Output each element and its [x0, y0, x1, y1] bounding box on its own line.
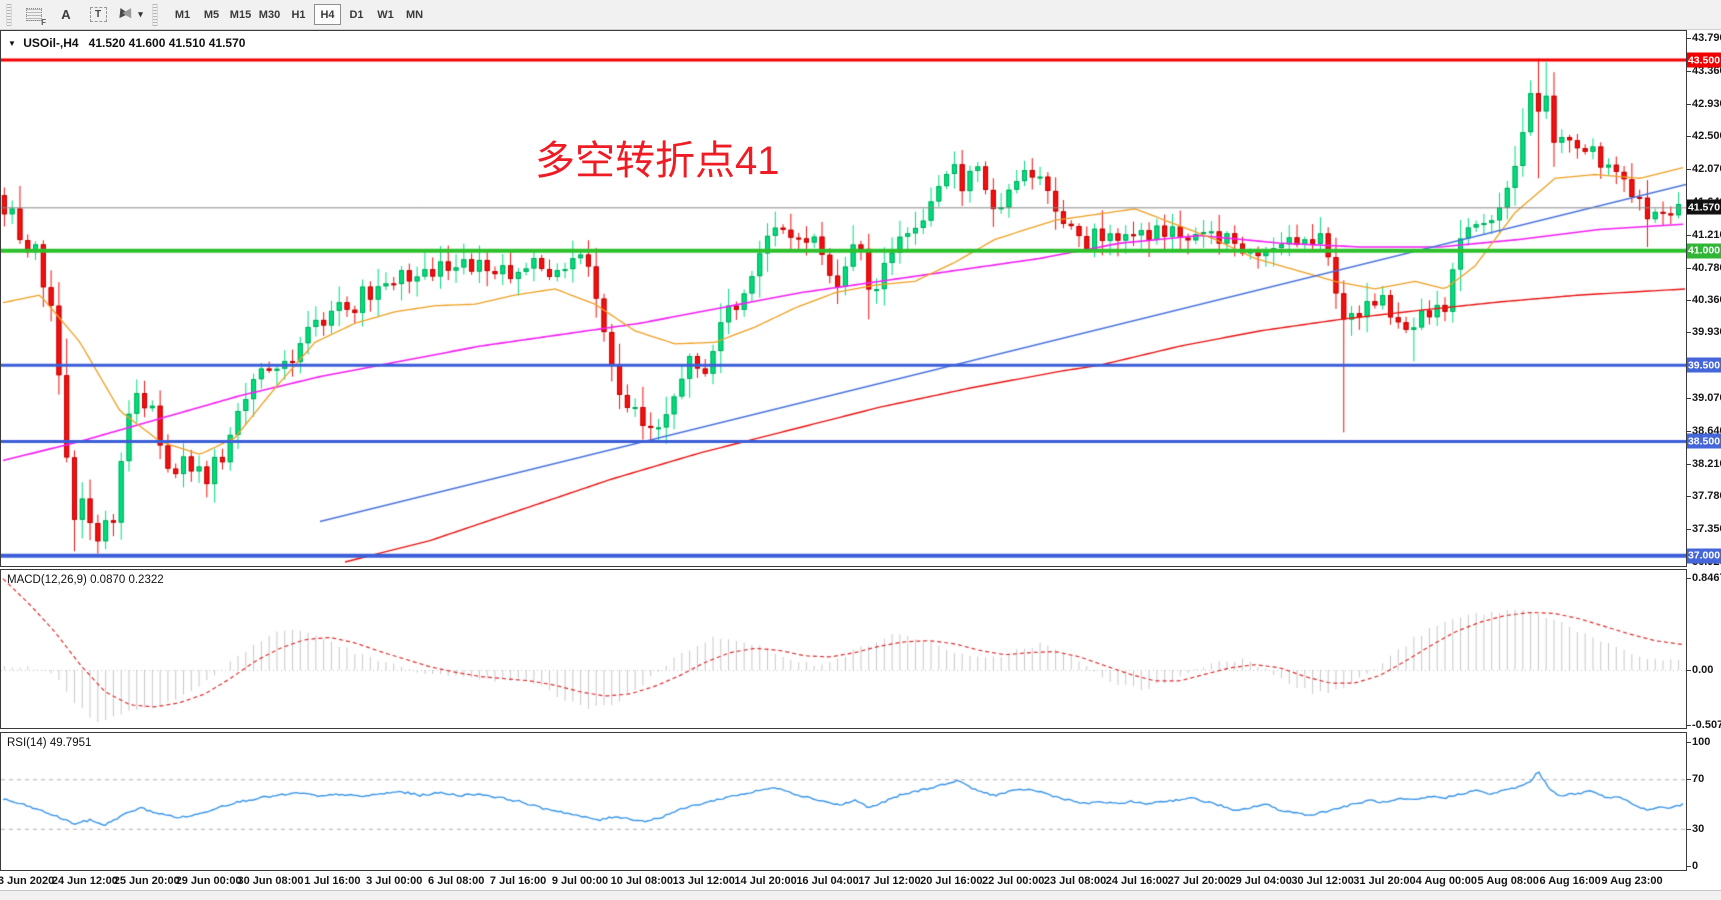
time-axis-label: 23 Jun 2020: [0, 874, 55, 887]
text-label-icon: A: [61, 7, 71, 22]
axis-tick-label: 39.070: [1687, 392, 1721, 404]
time-axis-label: 7 Jul 16:00: [489, 874, 547, 887]
chart-title[interactable]: ▼ USOil-,H4 41.520 41.600 41.510 41.570: [8, 36, 245, 50]
timeframe-toolbar-drag-handle[interactable]: [152, 3, 158, 26]
time-axis-label: 27 Jul 20:00: [1167, 874, 1230, 887]
axis-tick-label: 43.360: [1687, 65, 1721, 77]
price-level-badge: 37.000: [1687, 548, 1721, 564]
axis-tick-label: 38.210: [1687, 458, 1721, 470]
price-level-badge: 38.500: [1687, 433, 1721, 449]
time-axis-label: 6 Jul 08:00: [428, 874, 485, 887]
time-axis-label: 23 Jul 08:00: [1043, 874, 1107, 887]
axis-tick-label: 0.8467: [1687, 572, 1721, 584]
time-axis-label: 1 Jul 16:00: [304, 874, 361, 887]
toolbar: F A T ▾ M1 M5 M15 M30 H1 H4 D1 W1 MN: [0, 0, 1721, 30]
axis-tick-label: 37.350: [1687, 523, 1721, 535]
axis-tick-label: 42.070: [1687, 163, 1721, 175]
window-bottom-edge: [0, 890, 1721, 900]
price-level-badge: 43.500: [1687, 52, 1721, 68]
time-axis-label: 31 Jul 20:00: [1353, 874, 1416, 887]
axis-tick-label: 42.930: [1687, 98, 1721, 110]
timeframe-button-H4[interactable]: H4: [314, 4, 341, 25]
axis-tick-label: 38.640: [1687, 425, 1721, 437]
axis-tick-label: 40.360: [1687, 294, 1721, 306]
chart-symbol-label: USOil-,H4: [23, 36, 79, 50]
chart-dropdown-icon[interactable]: ▼: [8, 39, 16, 48]
macd-canvas[interactable]: [1, 570, 1686, 728]
axis-tick-label: 30: [1686, 822, 1705, 835]
textbox-tool-button[interactable]: T: [85, 3, 111, 27]
price-level-badge: 41.570: [1687, 199, 1721, 215]
time-axis-label: 4 Aug 00:00: [1415, 874, 1478, 887]
textbox-icon: T: [89, 7, 107, 22]
timeframe-button-M15[interactable]: M15: [229, 8, 252, 21]
time-axis-label: 24 Jun 12:00: [51, 874, 118, 887]
axis-tick-label: 43.790: [1687, 32, 1721, 44]
time-axis-label: 22 Jul 00:00: [981, 874, 1045, 887]
axis-tick-label: 100: [1686, 736, 1711, 748]
timeframe-bar: M1 M5 M15 M30 H1 H4 D1 W1 MN: [168, 4, 429, 25]
time-axis-label: 16 Jul 04:00: [796, 874, 859, 887]
grid-icon: [26, 8, 42, 21]
time-axis-label: 6 Aug 16:00: [1539, 874, 1601, 887]
text-label-tool-button[interactable]: A: [53, 3, 79, 27]
time-axis-label: 25 Jun 20:00: [113, 874, 180, 887]
timeframe-button-M30[interactable]: M30: [258, 8, 281, 21]
timeframe-button-W1[interactable]: W1: [377, 8, 394, 21]
timeframe-button-M1[interactable]: M1: [174, 8, 191, 21]
rsi-label: RSI(14) 49.7951: [7, 737, 92, 749]
rsi-panel: RSI(14) 49.7951: [0, 732, 1687, 871]
time-axis-label: 13 Jul 12:00: [672, 874, 735, 887]
axis-tick-label: 0.00: [1686, 664, 1714, 676]
time-axis-label: 3 Jul 00:00: [366, 874, 423, 887]
time-axis-label: 5 Aug 08:00: [1477, 874, 1539, 887]
price-level-badge: 39.500: [1687, 357, 1721, 373]
time-axis-label: 30 Jun 08:00: [237, 874, 304, 887]
macd-label: MACD(12,26,9) 0.0870 0.2322: [7, 574, 164, 586]
toolbar-drag-handle[interactable]: [6, 3, 12, 26]
time-axis-label: 9 Aug 23:00: [1601, 874, 1663, 887]
axis-tick-label: 41.210: [1687, 229, 1721, 241]
axis-tick-label: 37.780: [1687, 490, 1721, 502]
grid-tool-button[interactable]: F: [21, 3, 47, 27]
annotation-text[interactable]: 多空转折点41: [535, 139, 780, 183]
time-axis-label: 24 Jul 16:00: [1105, 874, 1169, 887]
timeframe-button-M5[interactable]: M5: [203, 8, 220, 21]
chart-ohlc-values: 41.520 41.600 41.510 41.570: [88, 36, 246, 50]
axis-tick-label: 0: [1686, 860, 1699, 872]
rsi-canvas[interactable]: [1, 733, 1686, 870]
grid-f-label: F: [41, 17, 46, 27]
chevron-down-icon: ▾: [138, 9, 143, 19]
timeframe-button-H1[interactable]: H1: [291, 8, 306, 21]
time-axis-label: 9 Jul 00:00: [551, 874, 609, 887]
time-axis-label: 29 Jun 00:00: [175, 874, 242, 887]
axis-tick-label: -0.5072: [1686, 719, 1721, 731]
axis-tick-label: 42.500: [1687, 130, 1721, 142]
time-axis-label: 10 Jul 08:00: [610, 874, 674, 887]
price-chart-canvas[interactable]: [1, 31, 1686, 566]
axis-tick-label: 39.930: [1687, 326, 1721, 338]
time-axis-label: 17 Jul 12:00: [858, 874, 921, 887]
axis-tick-label: 70: [1686, 773, 1705, 786]
timeframe-button-D1[interactable]: D1: [349, 8, 364, 21]
axis-tick-label: 40.780: [1687, 262, 1721, 274]
time-axis-label: 29 Jul 04:00: [1229, 874, 1292, 887]
price-chart-panel: ▼ USOil-,H4 41.520 41.600 41.510 41.570 …: [0, 30, 1687, 567]
arrows-icon: [115, 7, 136, 22]
time-axis-label: 30 Jul 12:00: [1291, 874, 1354, 887]
macd-panel: MACD(12,26,9) 0.0870 0.2322: [0, 569, 1687, 729]
timeframe-button-MN[interactable]: MN: [405, 8, 424, 21]
time-axis-label: 14 Jul 20:00: [734, 874, 797, 887]
price-level-badge: 41.000: [1687, 243, 1721, 259]
time-axis-label: 20 Jul 16:00: [920, 874, 983, 887]
arrows-tool-button[interactable]: ▾: [115, 3, 143, 27]
